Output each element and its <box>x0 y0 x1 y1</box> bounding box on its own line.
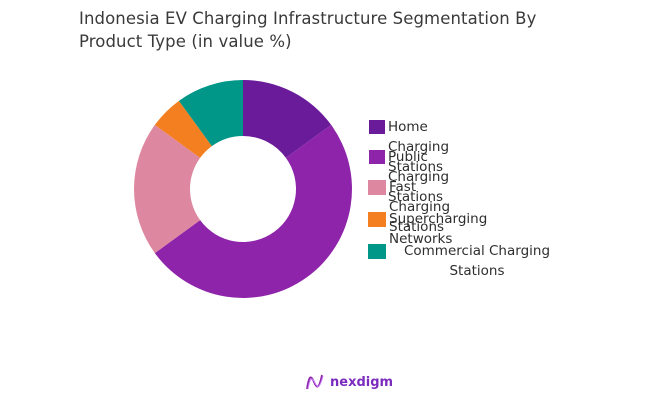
legend-label: Home Charging Stations <box>388 119 450 175</box>
legend-item-home: Home Charging Stations <box>369 119 450 177</box>
legend-label: Fast Charging Stations <box>389 179 451 235</box>
legend-swatch-public <box>369 150 385 164</box>
donut-slice-commercial-charging-stations <box>178 80 243 147</box>
legend-label: Public Charging Stations <box>388 149 450 205</box>
donut-slice-home-charging-stations <box>243 80 332 158</box>
donut-slice-supercharging-networks <box>154 100 212 158</box>
legend-label: Commercial Charging Stations <box>403 243 551 279</box>
legend-item-supercharging: Supercharging Networks <box>368 211 488 249</box>
legend-swatch-fast <box>368 180 386 195</box>
legend-label: Supercharging Networks <box>389 211 488 247</box>
donut-slice-fast-charging-stations <box>134 124 201 254</box>
brand-name: nexdigm <box>330 374 394 390</box>
nexdigm-wave-icon <box>306 374 324 390</box>
legend-swatch-home <box>369 120 385 134</box>
legend-item-commercial: Commercial Charging Stations <box>368 243 565 281</box>
donut-slice-public-charging-stations <box>154 124 352 298</box>
legend-item-public: Public Charging Stations <box>369 149 450 207</box>
legend-item-fast: Fast Charging Stations <box>368 179 451 237</box>
legend-swatch-commercial <box>368 244 386 259</box>
brand-logo: nexdigm <box>305 373 393 391</box>
legend-swatch-supercharging <box>368 212 386 227</box>
chart-title: Indonesia EV Charging Infrastructure Seg… <box>79 9 537 51</box>
